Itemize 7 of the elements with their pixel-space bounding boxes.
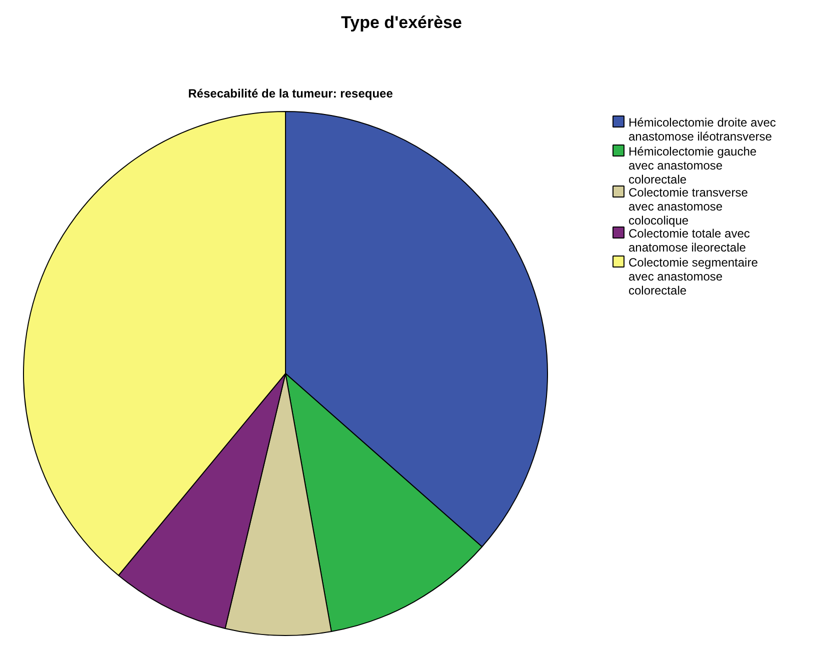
legend-label: Colectomie segmentaire avec anastomose colorectale — [628, 256, 758, 298]
chart-title: Type d'exérèse — [341, 13, 462, 32]
legend-label: Colectomie totale avec anatomose ileorectale — [628, 226, 750, 254]
chart-subtitle: Résecabilité de la tumeur: resequee — [188, 86, 394, 100]
legend-label: Colectomie transverse avec anastomose colocolique — [628, 186, 748, 228]
legend-label: Hémicolectomie gauche avec anastomose colorectale — [628, 144, 757, 186]
legend-label: Hémicolectomie droite avec anastomose iléotransverse — [628, 116, 776, 144]
